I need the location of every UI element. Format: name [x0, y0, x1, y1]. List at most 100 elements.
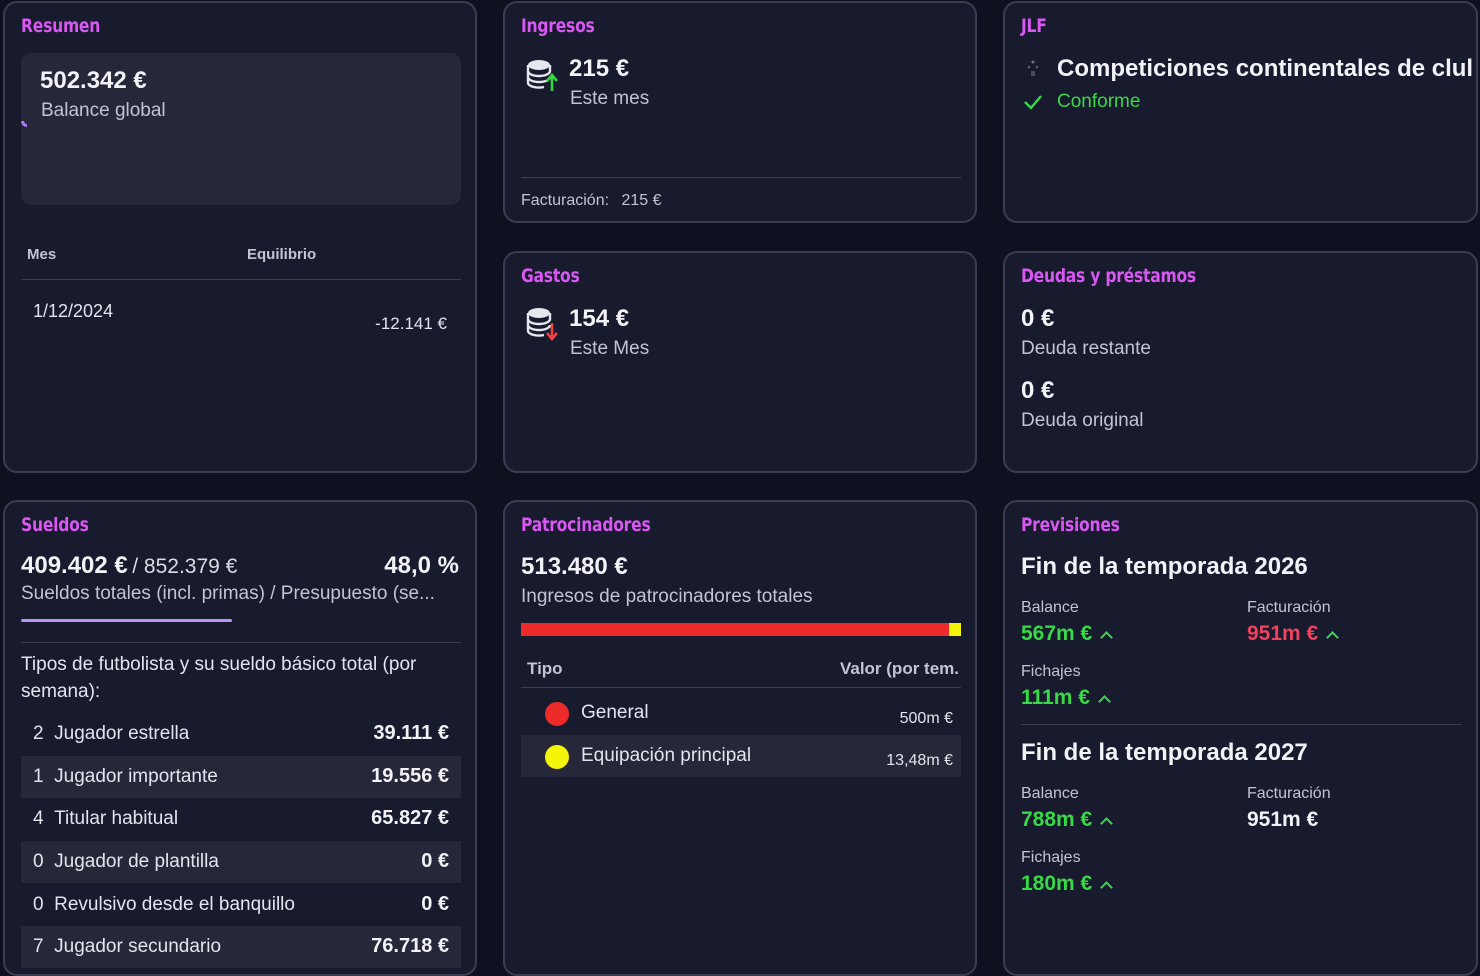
wage-type-value: 0 €: [421, 850, 449, 872]
wage-type-value: 19.556 €: [371, 765, 449, 787]
deudas-card[interactable]: Deudas y préstamos 0 € Deuda restante 0 …: [1003, 251, 1478, 473]
table-row[interactable]: General 500m €: [521, 692, 961, 734]
col-balance-header[interactable]: Equilibrio: [247, 246, 317, 263]
deudas-title: Deudas y préstamos: [1021, 265, 1196, 287]
trend-up-icon: [1100, 881, 1114, 894]
list-item[interactable]: 7 Jugador secundario 76.718 €: [21, 926, 461, 968]
coins-down-icon: [526, 308, 558, 341]
billing-footer: Facturación: 215 €: [521, 192, 662, 210]
sponsors-caption: Ingresos de patrocinadores totales: [521, 586, 813, 607]
trend-up-icon: [1326, 631, 1340, 644]
list-item[interactable]: 4 Titular habitual 65.827 €: [21, 798, 461, 840]
wages-caption: Sueldos totales (incl. primas) / Presupu…: [21, 583, 435, 604]
wages-percent: 48,0 %: [384, 552, 459, 579]
transfers-forecast: 180m €: [1021, 872, 1114, 896]
general-color-dot: [545, 702, 569, 726]
wage-type-value: 76.718 €: [371, 935, 449, 957]
transfers-label: Fichajes: [1021, 663, 1081, 680]
wages-budget: / 852.379 €: [132, 555, 238, 578]
previsiones-title: Previsiones: [1021, 514, 1120, 536]
ingresos-title: Ingresos: [521, 15, 595, 37]
wage-type-value: 65.827 €: [371, 807, 449, 829]
sueldos-title: Sueldos: [21, 514, 89, 536]
trend-up-icon: [1100, 817, 1114, 830]
sponsor-name: General: [581, 702, 649, 723]
trend-up-icon: [1100, 631, 1114, 644]
expense-period: Este Mes: [570, 338, 650, 359]
gastos-card[interactable]: Gastos 154 € Este Mes: [503, 251, 977, 473]
trend-up-icon: [1098, 695, 1111, 708]
col-month-header[interactable]: Mes: [27, 246, 57, 263]
patrocinadores-card: Patrocinadores 513.480 € Ingresos de pat…: [503, 500, 977, 976]
remaining-debt-label: Deuda restante: [1021, 338, 1151, 359]
list-item[interactable]: 0 Jugador de plantilla 0 €: [21, 841, 461, 883]
gastos-title: Gastos: [521, 265, 580, 287]
global-balance-label: Balance global: [41, 100, 166, 121]
competition-name: Competiciones continentales de clul: [1057, 55, 1474, 82]
global-balance-value: 502.342 €: [40, 67, 147, 94]
list-item[interactable]: 1 Jugador importante 19.556 €: [21, 756, 461, 798]
wages-total-line: 409.402 € / 852.379 €: [21, 552, 237, 580]
competition-logo-icon: [1027, 60, 1039, 76]
wage-type-value: 0 €: [421, 893, 449, 915]
income-period: Este mes: [570, 88, 650, 109]
balance-chart-box: [21, 53, 461, 205]
row-balance: -12.141 €: [375, 314, 447, 333]
wage-type-label: 0 Revulsivo desde el banquillo: [33, 894, 295, 915]
original-debt-label: Deuda original: [1021, 410, 1144, 431]
wage-type-label: 4 Titular habitual: [33, 808, 179, 829]
patrocinadores-title: Patrocinadores: [521, 514, 651, 536]
season-heading: Fin de la temporada 2027: [1021, 739, 1308, 766]
wages-total: 409.402 €: [21, 552, 128, 579]
col-value-header[interactable]: Valor (por tem.: [839, 659, 959, 678]
wage-type-label: 2 Jugador estrella: [33, 723, 190, 744]
balance-forecast: 567m €: [1021, 622, 1114, 646]
income-amount: 215 €: [569, 55, 630, 82]
sponsor-name: Equipación principal: [581, 745, 752, 766]
compliance-status: Conforme: [1057, 91, 1141, 112]
wage-type-label: 7 Jugador secundario: [33, 936, 222, 957]
sponsor-value: 13,48m €: [886, 752, 953, 769]
col-type-header[interactable]: Tipo: [527, 659, 563, 678]
sponsors-stacked-bar: [521, 623, 961, 636]
revenue-forecast: 951m €: [1247, 808, 1319, 831]
kit-color-dot: [545, 745, 569, 769]
revenue-forecast: 951m €: [1247, 622, 1340, 646]
sponsor-bar-segment: [949, 623, 961, 636]
list-item[interactable]: 2 Jugador estrella 39.111 €: [21, 713, 461, 755]
table-row[interactable]: Equipación principal 13,48m €: [521, 735, 961, 777]
wage-type-label: 1 Jugador importante: [33, 766, 218, 787]
revenue-label: Facturación: [1247, 599, 1331, 616]
resumen-title: Resumen: [21, 15, 101, 37]
balance-forecast: 788m €: [1021, 808, 1114, 832]
balance-label: Balance: [1021, 599, 1079, 616]
previsiones-card: Previsiones Fin de la temporada 2026 Bal…: [1003, 500, 1478, 976]
expense-amount: 154 €: [569, 305, 630, 332]
row-month: 1/12/2024: [33, 301, 114, 321]
remaining-debt-value: 0 €: [1021, 305, 1055, 332]
sponsors-total: 513.480 €: [521, 553, 628, 580]
list-item[interactable]: 0 Revulsivo desde el banquillo 0 €: [21, 884, 461, 926]
ingresos-card[interactable]: Ingresos 215 € Este mes Facturación: 215…: [503, 1, 977, 223]
sponsor-value: 500m €: [899, 710, 953, 727]
season-heading: Fin de la temporada 2026: [1021, 553, 1308, 580]
revenue-label: Facturación: [1247, 785, 1331, 802]
billing-label: Facturación:: [521, 192, 610, 209]
sueldos-card: Sueldos 409.402 € / 852.379 € 48,0 % Sue…: [3, 500, 477, 976]
resumen-card: Resumen 502.342 € Balance global Mes Equ…: [3, 1, 477, 473]
jlf-card[interactable]: JLF Competiciones continentales de clul …: [1003, 1, 1478, 223]
coins-up-icon: [526, 60, 558, 91]
transfers-label: Fichajes: [1021, 849, 1081, 866]
original-debt-value: 0 €: [1021, 377, 1055, 404]
wage-type-label: 0 Jugador de plantilla: [33, 851, 219, 872]
balance-chart-line: [21, 121, 27, 127]
balance-label: Balance: [1021, 785, 1079, 802]
jlf-title: JLF: [1021, 15, 1047, 37]
check-icon: [1024, 95, 1042, 110]
wage-types-heading: Tipos de futbolista y su sueldo básico t…: [21, 654, 417, 702]
billing-value: 215 €: [621, 192, 662, 209]
transfers-forecast: 111m €: [1021, 686, 1111, 710]
wage-type-value: 39.111 €: [373, 722, 449, 744]
sponsor-bar-segment: [521, 623, 950, 636]
wages-progress-bar: [21, 619, 233, 622]
